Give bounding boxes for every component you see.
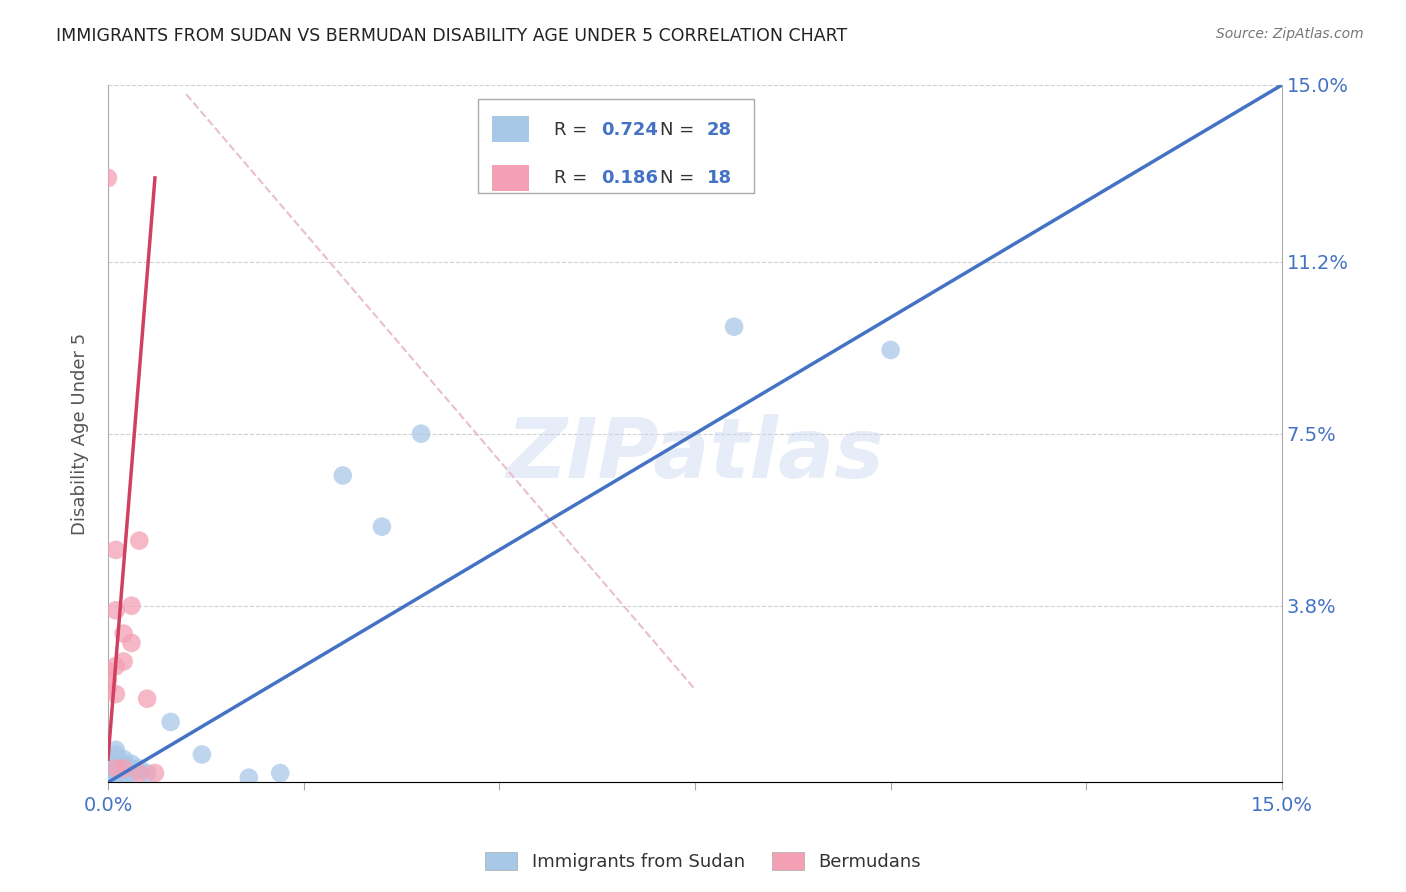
Point [104,756,127,771]
Point [121,761,143,775]
Point [128,766,150,780]
Text: IMMIGRANTS FROM SUDAN VS BERMUDAN DISABILITY AGE UNDER 5 CORRELATION CHART: IMMIGRANTS FROM SUDAN VS BERMUDAN DISABI… [56,27,848,45]
FancyBboxPatch shape [492,165,530,191]
Point [143,766,166,780]
Text: 0.186: 0.186 [600,169,658,187]
Point [97,170,120,185]
Point [112,626,135,640]
Text: Source: ZipAtlas.com: Source: ZipAtlas.com [1216,27,1364,41]
Text: ZIPatlas: ZIPatlas [506,414,884,495]
Point [269,766,291,780]
Point [112,761,135,775]
Point [97,766,120,780]
Point [112,761,135,775]
Point [332,468,354,483]
Point [128,533,150,548]
Point [97,771,120,785]
Text: 28: 28 [707,120,733,138]
Legend: Immigrants from Sudan, Bermudans: Immigrants from Sudan, Bermudans [478,845,928,879]
Point [121,756,143,771]
Point [191,747,214,762]
Point [97,682,120,697]
Text: N =: N = [659,169,695,187]
Point [409,426,432,441]
Point [128,761,150,775]
Point [112,655,135,669]
Point [136,691,159,706]
FancyBboxPatch shape [492,116,530,142]
Point [723,319,745,334]
Point [104,761,127,775]
Point [112,752,135,766]
Text: 0.724: 0.724 [600,120,658,138]
Point [104,761,127,775]
Point [112,756,135,771]
Point [104,752,127,766]
Y-axis label: Disability Age Under 5: Disability Age Under 5 [72,333,89,535]
Point [104,747,127,762]
Point [371,519,394,533]
Point [159,714,181,729]
Point [104,743,127,757]
Point [97,673,120,687]
Point [104,766,127,780]
Point [112,766,135,780]
Point [104,603,127,617]
Point [104,659,127,673]
Point [112,771,135,785]
Point [121,766,143,780]
Text: R =: R = [554,120,588,138]
Text: N =: N = [659,120,695,138]
Text: 18: 18 [707,169,733,187]
Point [238,771,260,785]
Point [104,687,127,701]
Point [136,766,159,780]
Point [879,343,901,357]
Point [97,664,120,678]
Point [104,771,127,785]
Text: R =: R = [554,169,588,187]
Point [121,599,143,613]
Point [104,542,127,557]
Point [121,636,143,650]
